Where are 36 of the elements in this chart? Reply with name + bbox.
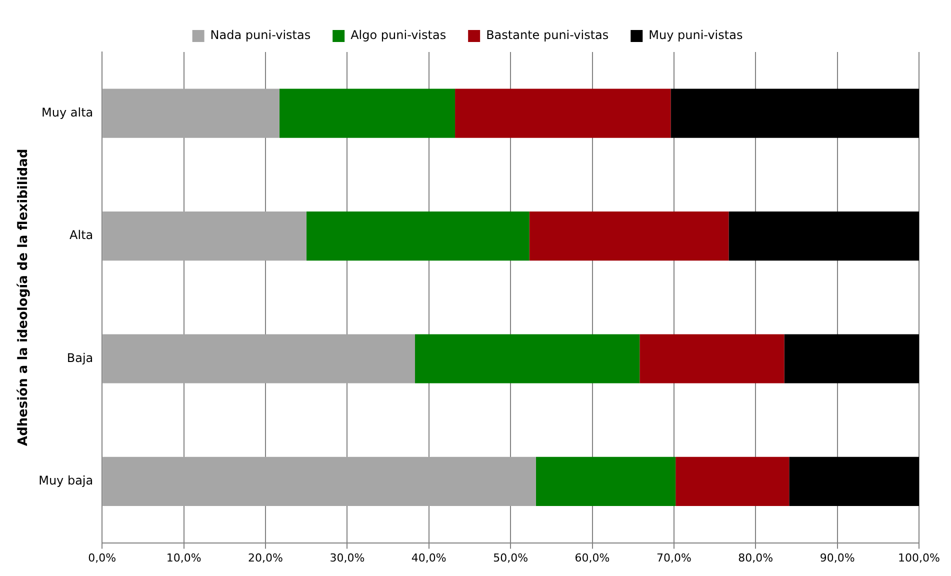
bar bbox=[529, 212, 729, 261]
bar bbox=[640, 334, 784, 384]
x-tick-label: 100,0% bbox=[898, 551, 940, 564]
bar bbox=[102, 456, 536, 506]
x-tick-label: 30,0% bbox=[330, 551, 365, 564]
legend-label: Muy puni-vistas bbox=[648, 28, 743, 42]
legend-label: Nada puni-vistas bbox=[210, 28, 311, 42]
bar bbox=[789, 456, 920, 506]
x-tick-label: 60,0% bbox=[574, 551, 610, 564]
y-tick-label: Muy alta bbox=[42, 105, 94, 120]
bar bbox=[670, 88, 920, 138]
bar bbox=[455, 88, 671, 138]
y-axis-title: Adhesión a la ideología de la flexibilidad bbox=[16, 148, 32, 446]
bar bbox=[784, 334, 920, 384]
bar bbox=[676, 456, 790, 506]
y-tick-label: Baja bbox=[66, 350, 94, 365]
x-tick-label: 40,0% bbox=[411, 551, 446, 564]
x-tick-label: 90,0% bbox=[820, 551, 855, 564]
x-tick-label: 20,0% bbox=[248, 551, 283, 564]
x-tick-label: 70,0% bbox=[656, 551, 692, 564]
legend-label: Bastante puni-vistas bbox=[486, 28, 609, 42]
x-tick-label: 0,0% bbox=[88, 551, 116, 564]
bar bbox=[415, 334, 640, 384]
x-tick-label: 80,0% bbox=[738, 551, 774, 564]
bar bbox=[728, 212, 920, 261]
bar bbox=[102, 212, 306, 261]
bar bbox=[279, 88, 456, 138]
x-tick-label: 50,0% bbox=[493, 551, 528, 564]
y-tick-label: Muy baja bbox=[38, 474, 94, 488]
x-tick-label: 10,0% bbox=[166, 551, 202, 564]
legend-label: Algo puni-vistas bbox=[350, 28, 446, 42]
bar bbox=[306, 212, 530, 261]
bar bbox=[102, 334, 416, 384]
bar bbox=[102, 88, 280, 138]
y-tick-label: Alta bbox=[70, 228, 94, 242]
bar bbox=[536, 456, 676, 506]
